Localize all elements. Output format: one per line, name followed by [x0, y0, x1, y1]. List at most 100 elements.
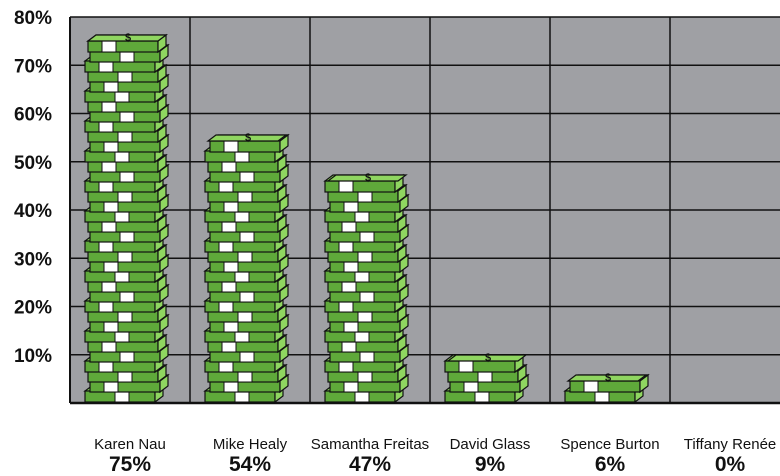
bundle-front: [87, 220, 159, 233]
bundle-band: [98, 360, 114, 373]
value-label: 6%: [595, 453, 626, 476]
category-label: Karen Nau: [94, 436, 166, 453]
bar-stack: $: [203, 132, 290, 404]
bundle-band: [237, 190, 253, 203]
bundle-side: [397, 273, 407, 294]
bundle-front: [87, 100, 159, 113]
bundle-band: [101, 220, 117, 233]
bundle-band: [237, 370, 253, 383]
bundle-band: [218, 300, 234, 313]
bar-stack: $: [563, 372, 650, 404]
bundle-band: [103, 140, 119, 153]
bundle-side: [277, 333, 287, 354]
bundle-band: [221, 340, 237, 353]
bundle-front: [87, 340, 159, 353]
bundle-band: [119, 230, 135, 243]
bundle-band: [114, 210, 130, 223]
bundle-top-surface: [326, 174, 408, 182]
bundle-side: [157, 303, 167, 324]
bundle-front: [327, 340, 399, 353]
bundle-band: [98, 60, 114, 73]
bundle-band: [117, 70, 133, 83]
bundle-band: [239, 230, 255, 243]
bundle-band: [221, 220, 237, 233]
bundle-band: [101, 340, 117, 353]
category-label: Tiffany Renée: [684, 436, 777, 453]
bundle-band: [234, 210, 250, 223]
category-label: Samantha Freitas: [311, 436, 429, 453]
bundle-band: [343, 200, 359, 213]
dollar-sign-icon: $: [485, 352, 491, 364]
bundle-front: [209, 380, 281, 393]
bundle-band: [101, 40, 117, 53]
bundle-side: [277, 363, 287, 384]
bundle-side: [157, 213, 167, 234]
bundle-front: [324, 180, 396, 193]
y-tick-label: 20%: [14, 298, 52, 319]
bundle-band: [218, 240, 234, 253]
bundle-band: [98, 240, 114, 253]
bundle-front: [329, 320, 401, 333]
bundle-band: [117, 190, 133, 203]
bundle-band: [221, 160, 237, 173]
bundle-front: [89, 260, 161, 273]
bundle-top-face: $: [326, 172, 408, 184]
bundle-side: [277, 183, 287, 204]
bundle-side: [279, 133, 289, 154]
bundle-front: [204, 240, 276, 253]
bundle-front: [89, 200, 161, 213]
bundle-front: [324, 240, 396, 253]
bundle-front: [84, 240, 156, 253]
bundle-band: [101, 160, 117, 173]
bundle-front: [89, 320, 161, 333]
bundle-side: [157, 273, 167, 294]
bundle-front: [87, 160, 159, 173]
bundle-front: [87, 40, 159, 53]
value-label: 0%: [715, 453, 746, 476]
bar-stack: $: [323, 172, 410, 404]
bundle-band: [343, 380, 359, 393]
bundle-side: [157, 333, 167, 354]
bundle-band: [341, 280, 357, 293]
bundle-band: [114, 330, 130, 343]
bundle-band: [338, 180, 354, 193]
gridlines: [69, 16, 780, 405]
bundle-side: [639, 373, 649, 394]
bundle-front: [84, 120, 156, 133]
bundle-side: [397, 303, 407, 324]
bundle-band: [221, 280, 237, 293]
bundle-front: [207, 280, 279, 293]
bundle-band: [239, 350, 255, 363]
y-axis: 10% 20% 30% 40% 50% 60% 70% 80%: [14, 8, 52, 367]
bundle-front: [209, 320, 281, 333]
bundle-front: [209, 200, 281, 213]
value-label: 9%: [475, 453, 506, 476]
bundle-band: [119, 290, 135, 303]
bundle-band: [357, 310, 373, 323]
bundle-band: [338, 240, 354, 253]
bundle-front: [327, 220, 399, 233]
value-label: 75%: [109, 453, 151, 476]
bundle-front: [329, 380, 401, 393]
bundle-front: [329, 200, 401, 213]
bundle-front: [84, 300, 156, 313]
bundle-band: [359, 230, 375, 243]
bundle-front: [327, 280, 399, 293]
bundle-band: [117, 130, 133, 143]
bundle-band: [237, 250, 253, 263]
bundle-top-surface: [86, 34, 168, 42]
bundle-front: [444, 360, 516, 373]
bundle-band: [119, 350, 135, 363]
bundle-top-surface: [566, 374, 648, 382]
y-tick-label: 60%: [14, 105, 52, 126]
bundle-side: [397, 183, 407, 204]
bundle-side: [277, 153, 287, 174]
bundle-front: [84, 180, 156, 193]
value-label: 54%: [229, 453, 271, 476]
y-tick-label: 30%: [14, 249, 52, 270]
bundle-side: [157, 93, 167, 114]
bundle-band: [117, 370, 133, 383]
bundle-band: [338, 300, 354, 313]
y-tick-label: 40%: [14, 201, 52, 222]
